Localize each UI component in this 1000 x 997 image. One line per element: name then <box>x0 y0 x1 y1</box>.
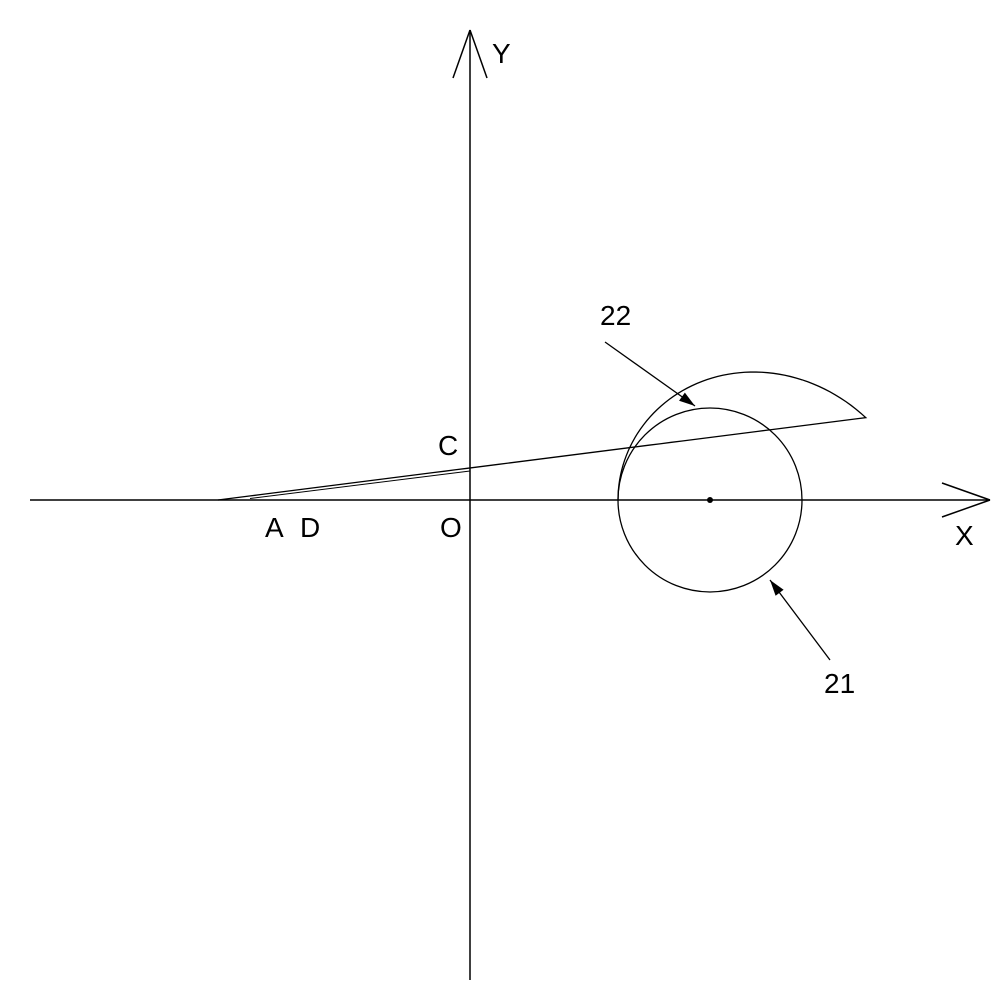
coordinate-diagram <box>0 0 1000 997</box>
x-axis-label: X <box>955 520 974 552</box>
origin-label: O <box>440 512 462 544</box>
callout-21-label: 21 <box>824 668 855 700</box>
label-A: A <box>265 512 284 544</box>
y-axis-label: Y <box>492 38 511 70</box>
label-C: C <box>438 430 458 462</box>
label-D: D <box>300 512 320 544</box>
callout-22-label: 22 <box>600 300 631 332</box>
